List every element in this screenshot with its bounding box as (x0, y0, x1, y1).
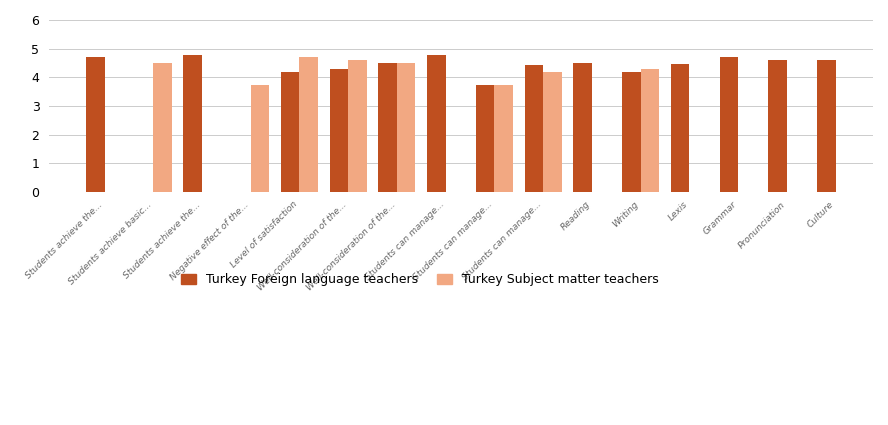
Bar (574, 63, 592, 192)
Bar (154, 63, 171, 192)
Bar (329, 69, 348, 192)
Bar (670, 64, 689, 192)
Bar (348, 60, 367, 192)
Bar (397, 63, 416, 192)
Bar (543, 72, 561, 192)
Bar (184, 55, 202, 192)
Bar (476, 85, 495, 192)
Bar (622, 72, 640, 192)
Bar (817, 60, 836, 192)
Bar (768, 60, 787, 192)
Bar (86, 57, 105, 192)
Bar (378, 63, 397, 192)
Bar (250, 85, 269, 192)
Bar (640, 69, 659, 192)
Bar (719, 57, 738, 192)
Bar (427, 55, 446, 192)
Bar (495, 85, 513, 192)
Bar (299, 57, 318, 192)
Bar (281, 72, 299, 192)
Legend: Turkey Foreign language teachers, Turkey Subject matter teachers: Turkey Foreign language teachers, Turkey… (174, 267, 664, 292)
Bar (525, 65, 543, 192)
